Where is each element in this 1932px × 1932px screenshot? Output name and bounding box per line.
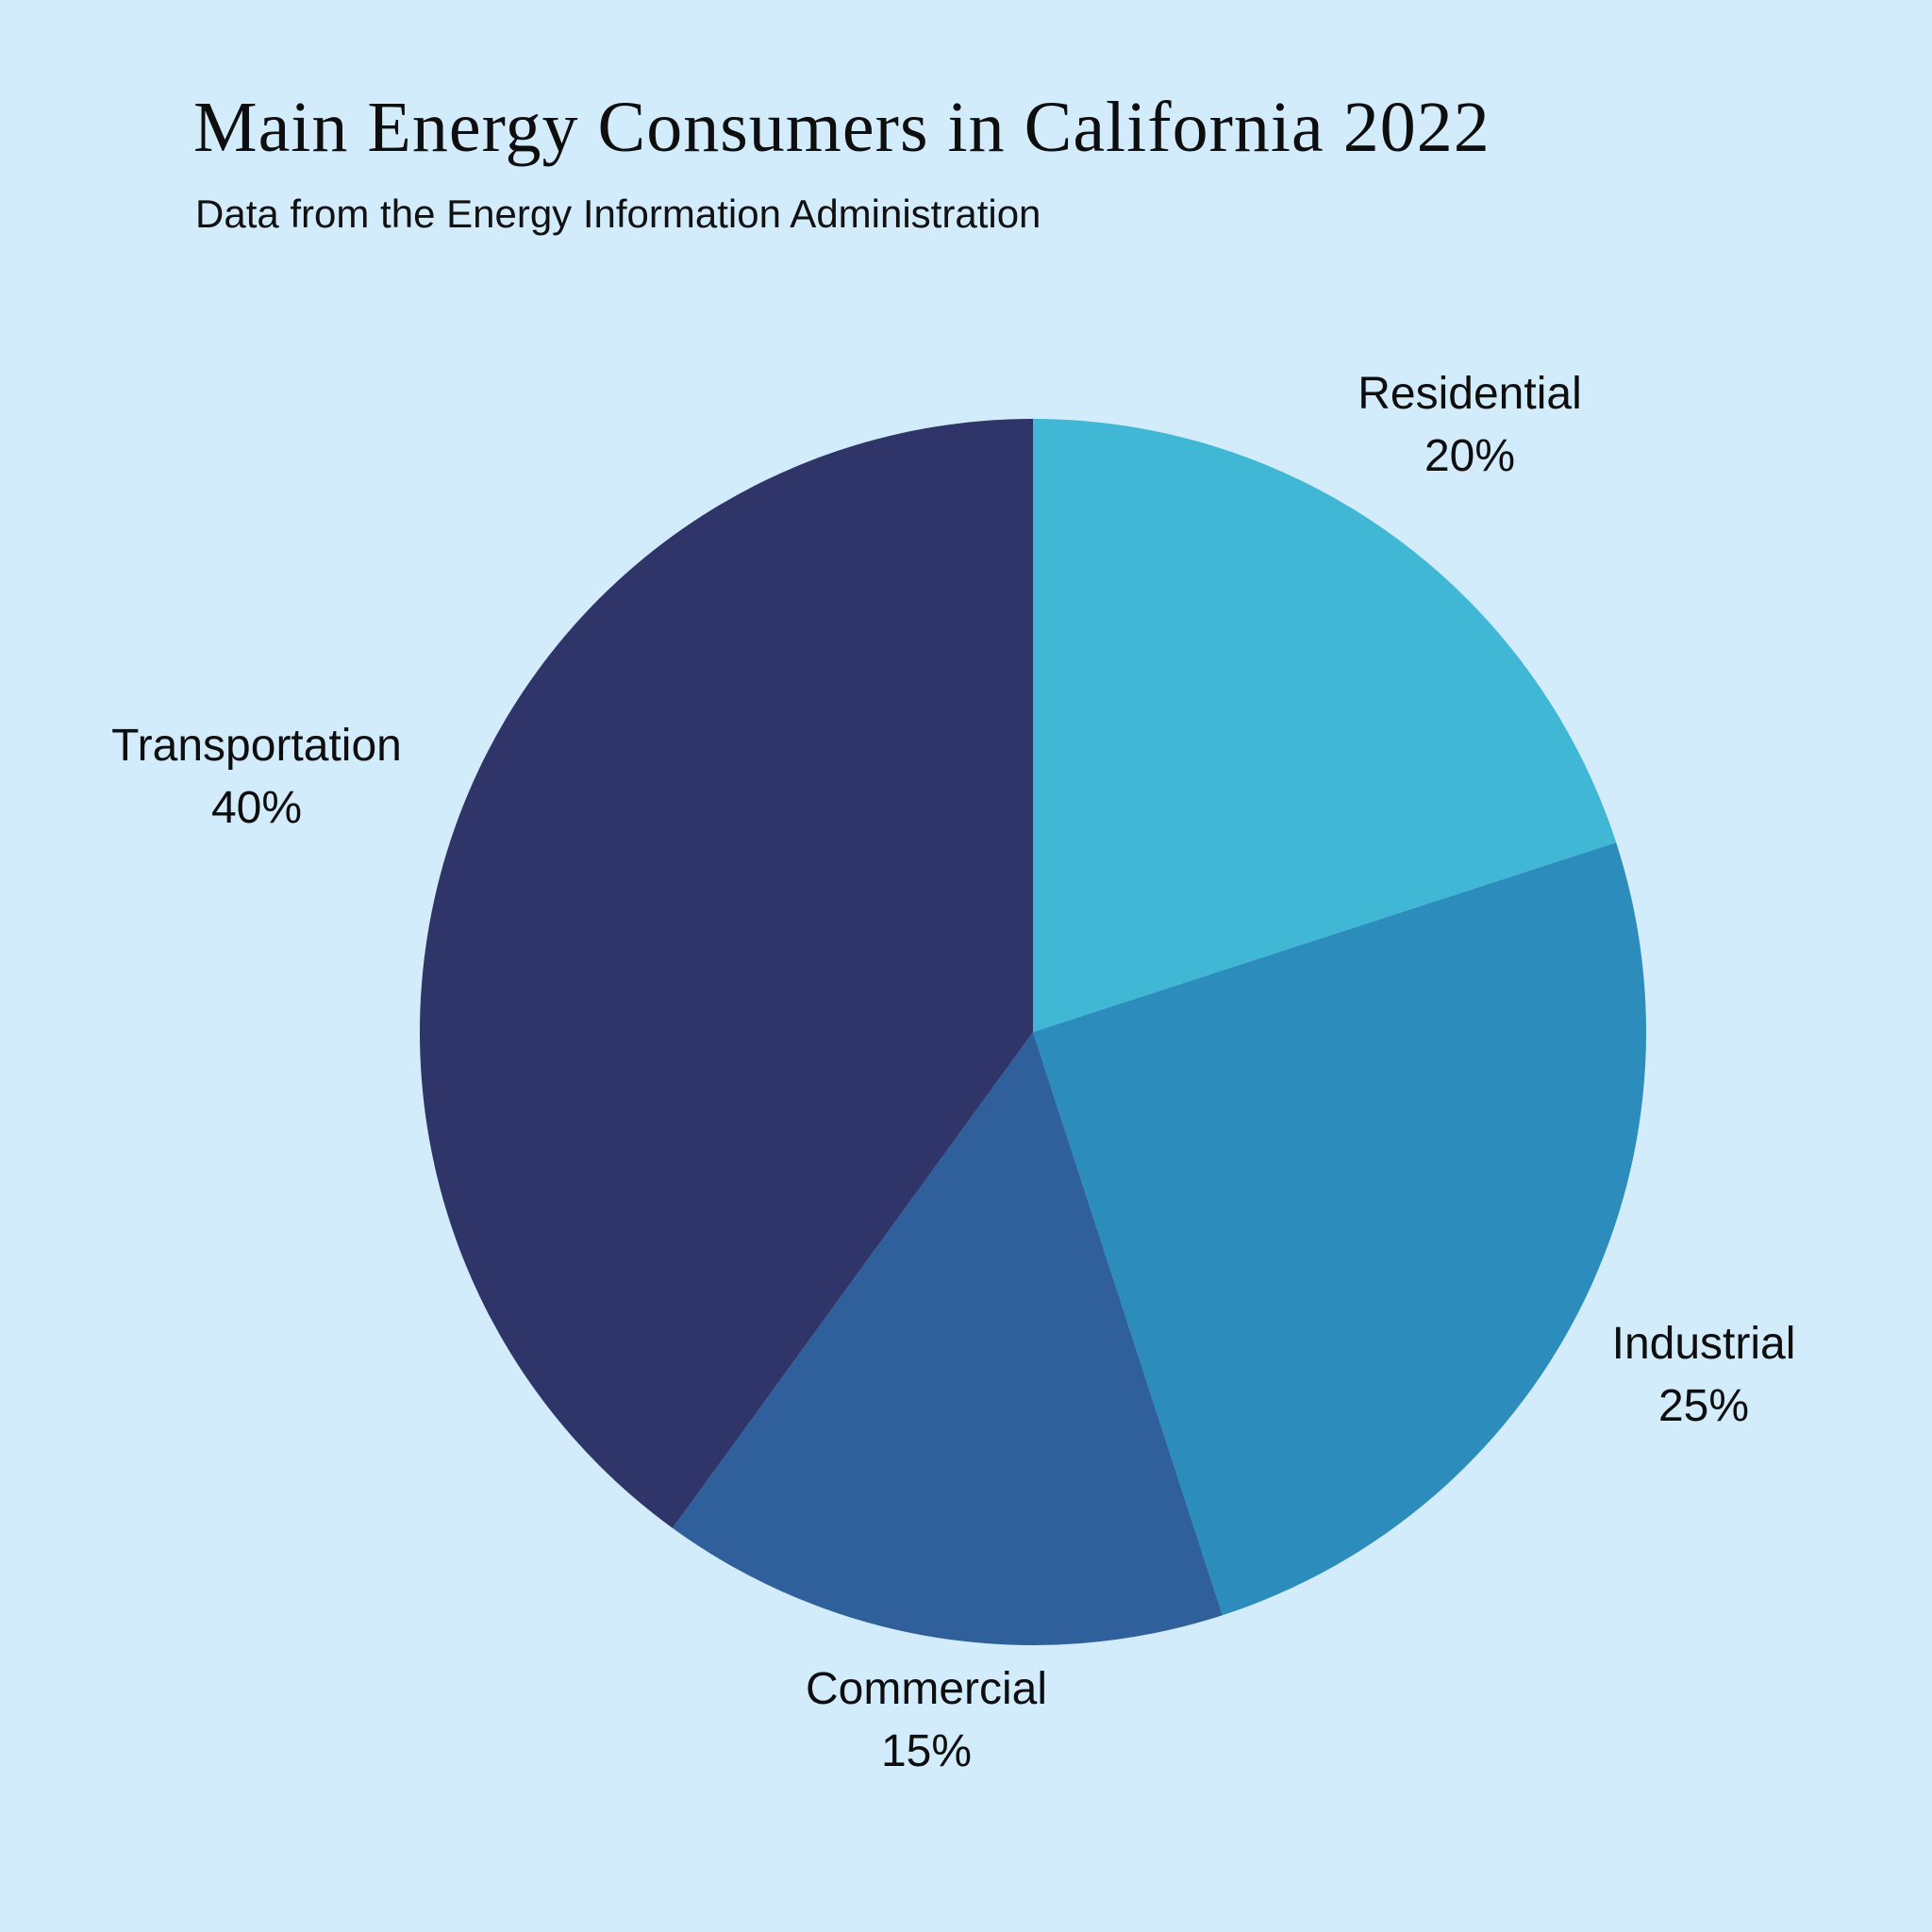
slice-label-transportation-pct: 40% (210, 783, 303, 833)
slice-label-industrial-pct: 25% (1657, 1381, 1750, 1431)
slice-label-commercial: Commercial 15% (806, 1658, 1047, 1783)
pie-chart (420, 419, 1646, 1645)
slice-label-commercial-pct: 15% (880, 1726, 973, 1776)
pie-slice-transportation (420, 419, 1033, 1528)
page-title: Main Energy Consumers in California 2022 (193, 88, 1491, 167)
slice-label-commercial-name: Commercial (805, 1664, 1048, 1714)
slice-label-transportation: Transportation 40% (111, 715, 402, 840)
slice-label-transportation-name: Transportation (111, 721, 402, 771)
slice-label-residential-pct: 20% (1424, 431, 1516, 481)
pie-chart-svg (420, 419, 1646, 1645)
pie-slice-industrial (1033, 842, 1646, 1616)
slice-label-residential-name: Residential (1357, 369, 1582, 419)
slice-label-industrial-name: Industrial (1611, 1319, 1796, 1369)
page-subtitle: Data from the Energy Information Adminis… (195, 192, 1041, 236)
slice-label-industrial: Industrial 25% (1612, 1313, 1796, 1438)
slice-label-residential: Residential 20% (1357, 363, 1581, 488)
pie-slice-residential (1033, 419, 1617, 1032)
pie-slice-commercial (672, 1032, 1223, 1645)
